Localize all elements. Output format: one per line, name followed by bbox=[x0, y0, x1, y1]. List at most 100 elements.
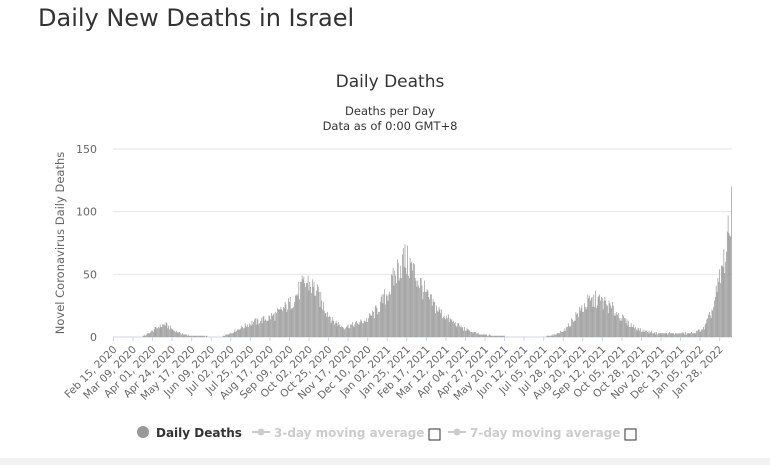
bar[interactable] bbox=[390, 294, 391, 337]
bar[interactable] bbox=[658, 333, 659, 337]
bar[interactable] bbox=[650, 331, 652, 337]
bar[interactable] bbox=[477, 333, 479, 337]
bar[interactable] bbox=[404, 244, 406, 337]
bar[interactable] bbox=[473, 331, 475, 337]
bar[interactable] bbox=[465, 330, 466, 337]
bar[interactable] bbox=[246, 326, 248, 337]
legend-label-daily-deaths[interactable]: Daily Deaths bbox=[156, 426, 242, 440]
bar[interactable] bbox=[386, 295, 388, 337]
bar[interactable] bbox=[306, 283, 307, 337]
bar[interactable] bbox=[294, 301, 295, 337]
bar[interactable] bbox=[671, 333, 673, 337]
bar[interactable] bbox=[572, 319, 573, 337]
bar[interactable] bbox=[602, 309, 604, 337]
bar[interactable] bbox=[251, 320, 253, 337]
bar[interactable] bbox=[375, 305, 377, 337]
bar[interactable] bbox=[329, 316, 331, 337]
bar[interactable] bbox=[378, 311, 380, 337]
bar[interactable] bbox=[420, 278, 422, 337]
bar[interactable] bbox=[315, 295, 317, 337]
bar[interactable] bbox=[457, 323, 459, 337]
bar[interactable] bbox=[371, 315, 373, 337]
bar[interactable] bbox=[677, 334, 679, 337]
bar[interactable] bbox=[676, 333, 678, 337]
bar[interactable] bbox=[705, 323, 707, 337]
bar[interactable] bbox=[454, 321, 456, 337]
bar[interactable] bbox=[451, 319, 453, 337]
bar[interactable] bbox=[550, 335, 552, 337]
bar[interactable] bbox=[441, 309, 442, 337]
bar[interactable] bbox=[376, 308, 378, 337]
bar[interactable] bbox=[205, 335, 207, 337]
bar[interactable] bbox=[235, 331, 237, 337]
bar[interactable] bbox=[266, 320, 267, 337]
bar[interactable] bbox=[501, 335, 503, 337]
bar[interactable] bbox=[291, 308, 293, 337]
bar[interactable] bbox=[608, 300, 610, 337]
bar[interactable] bbox=[384, 289, 385, 337]
bar[interactable] bbox=[696, 330, 698, 337]
bar[interactable] bbox=[642, 331, 644, 337]
bar[interactable] bbox=[351, 321, 353, 337]
bar[interactable] bbox=[619, 320, 621, 337]
bar[interactable] bbox=[465, 330, 467, 337]
bar[interactable] bbox=[448, 321, 450, 337]
bar[interactable] bbox=[646, 331, 648, 337]
bar[interactable] bbox=[374, 318, 375, 337]
bar[interactable] bbox=[227, 334, 229, 337]
bar[interactable] bbox=[203, 335, 205, 337]
bar[interactable] bbox=[164, 325, 166, 337]
bar[interactable] bbox=[279, 309, 281, 337]
bar[interactable] bbox=[470, 331, 471, 337]
bar[interactable] bbox=[601, 298, 603, 337]
bar[interactable] bbox=[425, 291, 427, 337]
bar[interactable] bbox=[257, 319, 259, 337]
bar[interactable] bbox=[442, 316, 444, 337]
bar[interactable] bbox=[494, 335, 496, 337]
bar[interactable] bbox=[310, 286, 311, 337]
bar[interactable] bbox=[362, 323, 363, 337]
bar[interactable] bbox=[431, 305, 433, 337]
bar[interactable] bbox=[726, 231, 728, 337]
bar[interactable] bbox=[546, 335, 548, 337]
bar[interactable] bbox=[260, 320, 261, 337]
bar[interactable] bbox=[654, 331, 656, 337]
bar[interactable] bbox=[231, 333, 232, 337]
bar[interactable] bbox=[661, 333, 663, 337]
bar[interactable] bbox=[467, 329, 469, 337]
bar[interactable] bbox=[656, 331, 658, 337]
bar[interactable] bbox=[276, 313, 277, 337]
bar[interactable] bbox=[412, 270, 414, 337]
bar[interactable] bbox=[702, 329, 703, 337]
bar[interactable] bbox=[675, 333, 677, 337]
bar[interactable] bbox=[260, 318, 262, 337]
bar[interactable] bbox=[340, 326, 341, 337]
bar[interactable] bbox=[162, 324, 164, 337]
bar[interactable] bbox=[660, 333, 662, 337]
bar[interactable] bbox=[450, 319, 452, 337]
bar[interactable] bbox=[179, 331, 181, 337]
bar[interactable] bbox=[616, 311, 618, 337]
bar[interactable] bbox=[188, 335, 190, 337]
bar[interactable] bbox=[296, 295, 298, 337]
bar[interactable] bbox=[184, 334, 186, 337]
bar[interactable] bbox=[717, 278, 719, 337]
bar[interactable] bbox=[658, 333, 660, 337]
bar[interactable] bbox=[326, 316, 328, 337]
bar[interactable] bbox=[427, 290, 429, 337]
bar[interactable] bbox=[607, 313, 609, 337]
bar[interactable] bbox=[489, 334, 491, 337]
bar[interactable] bbox=[253, 321, 255, 337]
bar[interactable] bbox=[620, 318, 622, 337]
bar[interactable] bbox=[350, 324, 351, 337]
bar[interactable] bbox=[195, 335, 197, 337]
bar[interactable] bbox=[424, 280, 425, 337]
bar[interactable] bbox=[272, 314, 274, 337]
bar[interactable] bbox=[657, 334, 658, 337]
bar[interactable] bbox=[356, 320, 357, 337]
bar[interactable] bbox=[679, 333, 680, 337]
bar[interactable] bbox=[394, 270, 396, 337]
bar[interactable] bbox=[342, 326, 344, 337]
bar[interactable] bbox=[269, 315, 271, 337]
bar[interactable] bbox=[347, 324, 349, 337]
